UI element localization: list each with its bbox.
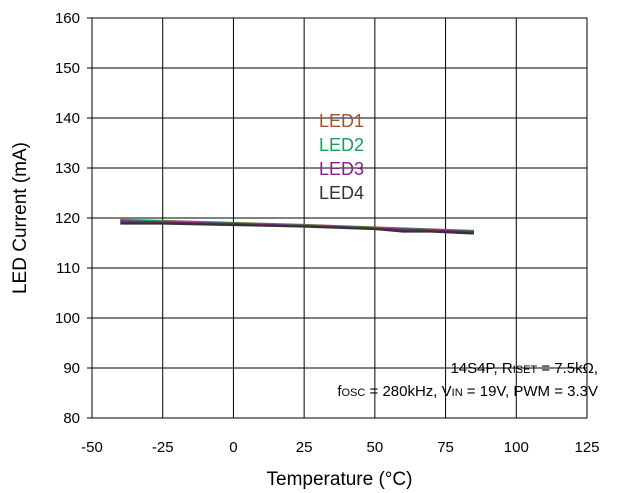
x-tick-label: -50 bbox=[81, 439, 103, 456]
y-axis-title: LED Current (mA) bbox=[10, 142, 31, 294]
x-axis-title: Temperature (°C) bbox=[267, 469, 413, 490]
series-line-led4 bbox=[120, 222, 474, 235]
y-tick-label: 90 bbox=[63, 360, 80, 377]
gridlines bbox=[91, 17, 588, 419]
x-tick-label: 125 bbox=[574, 439, 599, 456]
x-tick-label: 75 bbox=[437, 439, 454, 456]
y-tick-label: 110 bbox=[56, 260, 80, 277]
x-tick-label: 50 bbox=[367, 439, 384, 456]
y-tick-label: 100 bbox=[55, 310, 80, 327]
legend: LED1 LED2 LED3 LED4 bbox=[319, 111, 364, 203]
legend-entry-led1: LED1 bbox=[319, 111, 364, 131]
annotation-line-2: fOSC = 280kHz, VIN = 19V, PWM = 3.3V bbox=[337, 383, 598, 400]
conditions-annotation: 14S4P, RISET = 7.5kΩ, fOSC = 280kHz, VIN… bbox=[337, 360, 598, 400]
x-tick-label: -25 bbox=[152, 439, 174, 456]
x-tick-label: 100 bbox=[504, 439, 529, 456]
y-tick-label: 130 bbox=[55, 160, 80, 177]
y-tick-label: 120 bbox=[55, 210, 80, 227]
legend-entry-led3: LED3 bbox=[319, 159, 364, 179]
x-tick-label: 0 bbox=[229, 439, 237, 456]
x-tick-label: 25 bbox=[296, 439, 313, 456]
y-tick-label: 80 bbox=[63, 410, 80, 427]
legend-entry-led2: LED2 bbox=[319, 135, 364, 155]
y-tick-label: 150 bbox=[55, 60, 80, 77]
y-tick-label: 160 bbox=[55, 10, 80, 27]
y-tick-label: 140 bbox=[55, 110, 80, 127]
legend-entry-led4: LED4 bbox=[319, 183, 364, 203]
series-lines bbox=[120, 218, 474, 235]
annotation-line-1: 14S4P, RISET = 7.5kΩ, bbox=[450, 360, 598, 377]
axis-ticks: -50 -25 0 25 50 75 100 125 80 90 100 110 120 130 140 15… bbox=[55, 10, 600, 456]
